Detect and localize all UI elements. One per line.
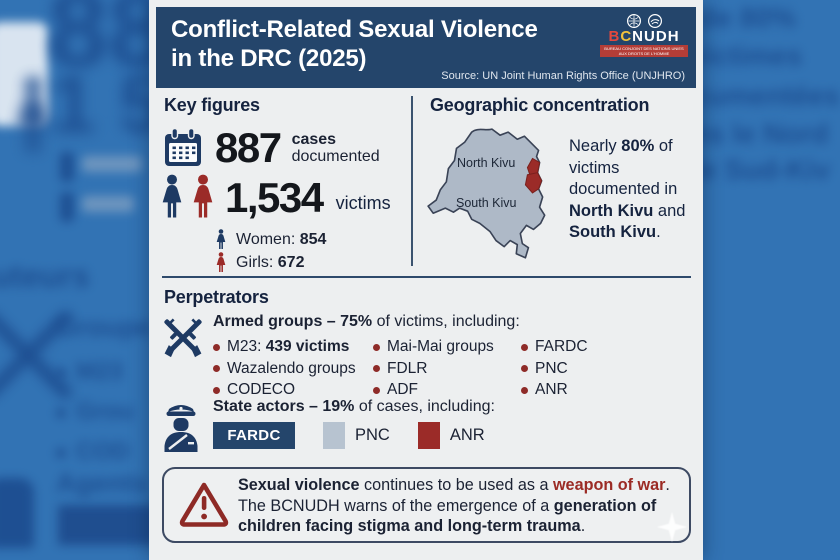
warning-box: Sexual violence continues to be used as …: [162, 467, 691, 543]
bg-row-blob-3: [60, 192, 74, 222]
warning-text: Sexual violence continues to be used as …: [238, 476, 670, 535]
bg-word-groupe: Groupe: [56, 312, 153, 342]
horizontal-divider: [162, 276, 691, 278]
drc-outline: [427, 128, 546, 259]
geography-note: Nearly 80% of victims documented in Nort…: [569, 137, 686, 241]
ohchr-emblem-icon: [647, 13, 662, 29]
armed-groups-heading: Armed groups – 75% of victims, including…: [213, 313, 520, 330]
source-attribution: Source: UN Joint Human Rights Office (UN…: [441, 70, 685, 82]
vertical-divider: [411, 96, 413, 266]
bg-navy-box: [58, 505, 158, 545]
page-title: Conflict-Related Sexual Violence in the …: [171, 16, 538, 72]
un-emblem-icon: [626, 13, 641, 29]
sparkle-icon: [657, 512, 687, 542]
state-actors-legend: FARDC PNC ANR: [213, 422, 485, 449]
woman-icon-red: [193, 174, 213, 218]
bg-word-agents: Agents: [56, 468, 148, 498]
police-officer-icon: [164, 405, 198, 452]
south-kivu-region: [524, 172, 543, 194]
state-actors-heading: State actors – 19% of cases, including:: [213, 398, 495, 415]
list-item: FDLR: [373, 359, 521, 379]
fardc-legend-box: FARDC: [213, 422, 295, 449]
warning-triangle-icon: [179, 482, 229, 527]
bg-row-blob-1: [60, 152, 74, 182]
bg-word-auteurs: uteurs: [0, 258, 90, 294]
bg-rifles-blob: [0, 311, 72, 399]
logo-wordmark: BCNUDH: [608, 28, 680, 45]
list-item: Mai-Mai groups: [373, 337, 521, 357]
anr-legend-label: ANR: [449, 426, 485, 444]
armed-groups-list: M23: 439 victims Mai-Mai groups FARDC Wa…: [213, 337, 651, 400]
women-subrow: Women: 854: [215, 229, 326, 251]
infographic-card: Conflict-Related Sexual Violence in the …: [149, 0, 703, 560]
pnc-legend-swatch: [323, 422, 345, 449]
anr-legend-swatch: [417, 422, 440, 449]
bg-police-blob: [0, 478, 34, 548]
bg-row-blob-2: [82, 156, 142, 172]
girl-small-icon-red: [216, 252, 226, 272]
south-kivu-label: South Kivu: [456, 196, 517, 210]
bg-right-line-2: victimes: [690, 40, 803, 71]
bg-bullet-2: Grou: [56, 398, 133, 426]
drc-map: North Kivu South Kivu: [419, 122, 571, 272]
victims-row: 1,534 victims: [159, 174, 391, 222]
list-item: PNC: [521, 359, 651, 379]
bg-person-icon: [16, 76, 50, 153]
calendar-icon: [165, 127, 201, 166]
bg-right-line-3: ocumentées: [676, 80, 840, 111]
woman-small-icon-blue: [216, 229, 226, 249]
cases-row: 887 cases documented: [162, 124, 380, 172]
bcnudh-logo: BCNUDH BUREAU CONJOINT DES NATIONS UNIES…: [600, 13, 688, 57]
woman-icon-blue: [162, 174, 182, 218]
card-header: Conflict-Related Sexual Violence in the …: [156, 7, 696, 88]
list-item: Wazalendo groups: [213, 359, 373, 379]
list-item: M23: 439 victims: [213, 337, 373, 357]
list-item: FARDC: [521, 337, 651, 357]
logo-subtitle: BUREAU CONJOINT DES NATIONS UNIES AUX DR…: [600, 45, 688, 57]
perpetrators-heading: Perpetrators: [164, 287, 269, 307]
victims-label: victims: [335, 193, 391, 213]
list-item: ANR: [521, 380, 651, 400]
bg-big-number-2: 1 5: [50, 59, 164, 150]
bg-bullet-3: COD: [56, 438, 129, 466]
key-figures-heading: Key figures: [164, 95, 260, 115]
bg-row-blob-4: [82, 196, 134, 212]
list-item: ADF: [373, 380, 521, 400]
crossed-rifles-icon: [164, 318, 202, 358]
geography-heading: Geographic concentration: [430, 95, 650, 115]
north-kivu-label: North Kivu: [457, 156, 516, 170]
victims-number: 1,534: [225, 174, 324, 221]
bg-bullet-1: M23: [56, 358, 123, 386]
list-item: CODECO: [213, 380, 373, 400]
pnc-legend-label: PNC: [355, 426, 390, 444]
cases-label: cases documented: [291, 130, 380, 166]
cases-number: 887: [215, 124, 282, 171]
girls-subrow: Girls: 672: [215, 252, 304, 274]
bg-big-number: 88: [48, 0, 169, 89]
